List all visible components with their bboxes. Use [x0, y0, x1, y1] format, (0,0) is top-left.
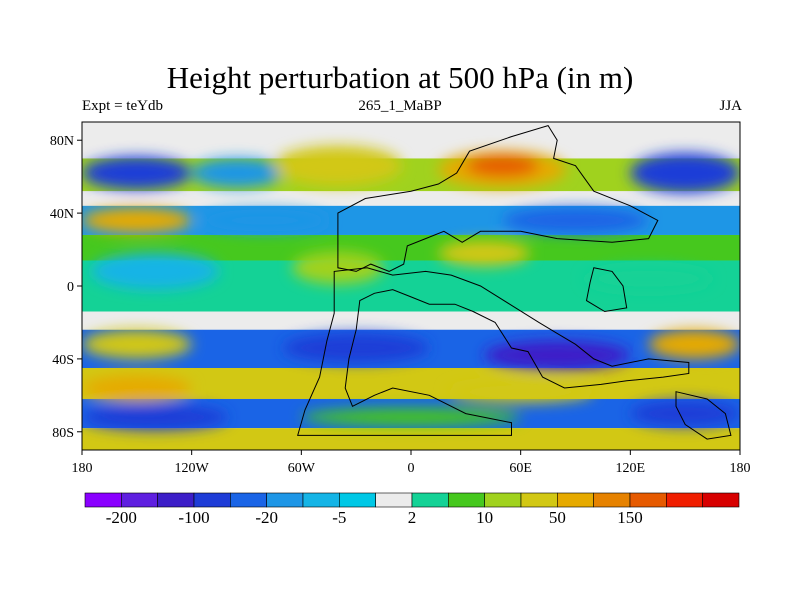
colorbar-swatch-16: [666, 492, 703, 508]
zonal-band-6: [82, 311, 740, 330]
x-tick-label-4: 60E: [509, 461, 532, 476]
continent-outline-3: [675, 391, 732, 440]
anomaly-cell-12: [584, 265, 713, 292]
anomaly-cells: [82, 145, 740, 430]
y-tick-label-2: 0: [67, 280, 74, 295]
anomaly-cell-21: [301, 408, 521, 427]
colorbar-label-1: -100: [178, 508, 209, 527]
anomaly-cell-16: [648, 329, 740, 359]
experiment-label: Expt = teYdb: [82, 98, 163, 114]
anomaly-cell-15: [484, 340, 631, 370]
anomaly-cell-14: [283, 333, 430, 363]
anomaly-cell-5: [630, 152, 740, 194]
colorbar-swatch-3: [193, 492, 231, 508]
x-tick-label-3: 0: [408, 461, 415, 476]
zonal-band-2: [82, 191, 740, 206]
anomaly-cell-20: [630, 400, 740, 427]
colorbar-swatch-7: [339, 492, 376, 508]
x-tick-label-5: 120E: [616, 461, 646, 476]
colorbar-label-0: -200: [106, 508, 137, 527]
anomaly-cell-18: [447, 380, 594, 403]
anomaly-cell-2: [273, 145, 402, 186]
colorbar-swatch-14: [593, 492, 631, 508]
anomaly-cell-11: [438, 240, 530, 266]
zonal-band-4: [82, 234, 740, 261]
anomaly-cell-17: [82, 375, 192, 401]
x-tick-label-6: 180: [730, 461, 751, 476]
anomaly-cell-19: [82, 404, 229, 430]
colorbar-swatch-12: [520, 492, 558, 508]
colorbar-label-2: -20: [255, 508, 278, 527]
anomaly-cell-7: [200, 209, 329, 232]
zonal-band-1: [82, 158, 740, 192]
y-tick-label-4: 80S: [52, 426, 74, 441]
x-tick-label-2: 60W: [288, 461, 316, 476]
x-tick-label-0: 180: [72, 461, 93, 476]
colorbar-swatch-10: [448, 492, 485, 508]
zonal-band-8: [82, 368, 740, 399]
colorbar: -200 -100 -20 -5 2 10 50 150: [84, 492, 740, 527]
colorbar-label-5: 10: [476, 508, 493, 527]
anomaly-cell-1: [191, 158, 284, 188]
colorbar-label-3: -5: [332, 508, 346, 527]
continent-outline-0: [337, 125, 659, 272]
colorbar-swatch-11: [484, 492, 522, 508]
y-tick-label-1: 40N: [50, 207, 74, 222]
colorbar-label-6: 50: [549, 508, 566, 527]
colorbar-swatch-8: [375, 492, 413, 508]
colorbar-swatch-4: [230, 492, 267, 508]
colorbar-swatch-15: [629, 492, 667, 508]
anomaly-cell-0: [82, 156, 192, 190]
y-tick-label-0: 80N: [50, 134, 74, 149]
anomaly-cell-13: [82, 329, 192, 359]
x-axis-ticks: 180 120W 60W 0 60E 120E 180: [72, 450, 751, 476]
colorbar-label-7: 150: [617, 508, 643, 527]
y-axis-ticks: 80N 40N 0 40S 80S: [50, 134, 82, 441]
anomaly-cell-6: [82, 207, 192, 234]
x-tick-label-1: 120W: [175, 461, 210, 476]
colorbar-swatch-2: [157, 492, 195, 508]
colorbar-swatch-9: [411, 492, 449, 508]
colorbar-swatch-13: [557, 492, 594, 508]
colorbar-label-4: 2: [408, 508, 417, 527]
zonal-band-10: [82, 428, 740, 450]
chart-title: Height perturbation at 500 hPa (in m): [166, 60, 634, 95]
colorbar-swatch-1: [121, 492, 158, 508]
y-tick-label-3: 40S: [52, 353, 74, 368]
run-label: 265_1_MaBP: [358, 98, 442, 114]
map-area: [82, 122, 740, 450]
colorbar-swatch-5: [266, 492, 304, 508]
colorbar-swatch-6: [302, 492, 340, 508]
anomaly-cell-4: [465, 154, 539, 177]
zonal-band-0: [82, 122, 740, 159]
colorbar-swatch-17: [702, 492, 740, 508]
continent-outline-2: [585, 267, 628, 313]
anomaly-cell-9: [91, 253, 220, 290]
continent-outline-1: [297, 267, 690, 436]
anomaly-cell-8: [502, 207, 649, 234]
season-label: JJA: [719, 98, 742, 114]
continent-outlines: [297, 125, 732, 440]
colorbar-swatch-0: [84, 492, 122, 508]
